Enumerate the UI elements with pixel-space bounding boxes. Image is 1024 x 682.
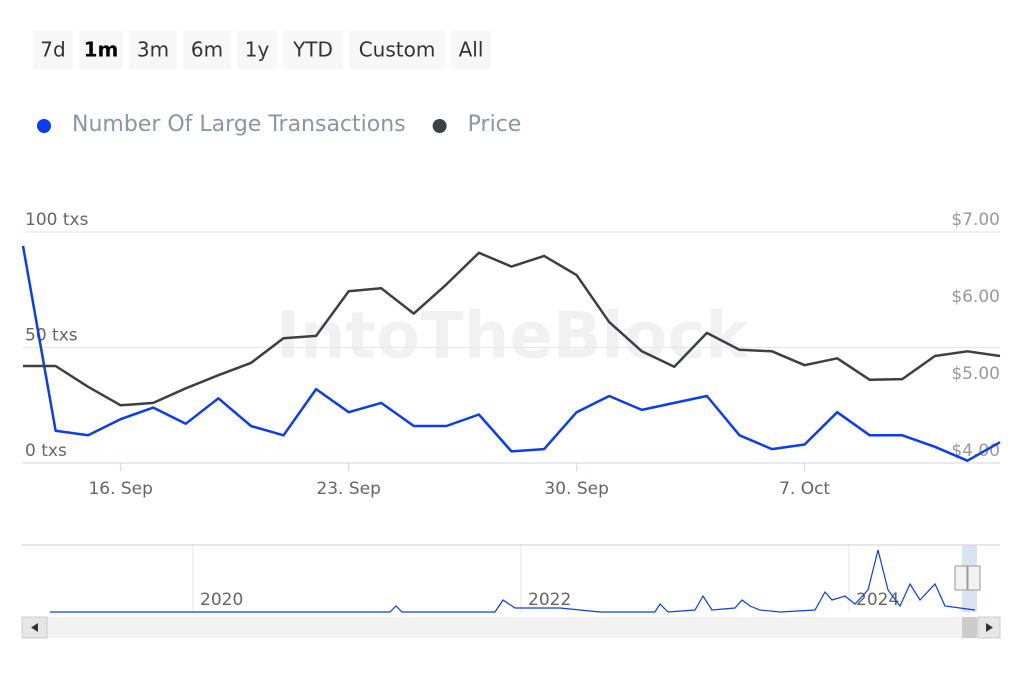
watermark: IntoTheBlock xyxy=(276,300,749,374)
scrollbar-track[interactable] xyxy=(22,617,1000,638)
navigator-label: 2024 xyxy=(856,590,899,610)
range-button[interactable] xyxy=(79,31,123,69)
series-line xyxy=(23,251,1001,407)
y-tick-label: 100 txs xyxy=(25,210,89,230)
arrow-icon xyxy=(31,623,38,632)
x-tick-label: 16. Sep xyxy=(88,479,152,499)
legend-label[interactable]: Price xyxy=(468,112,522,137)
range-button-label: Custom xyxy=(359,38,436,62)
navigator-label: 2022 xyxy=(528,590,571,610)
range-button[interactable] xyxy=(183,31,231,69)
scrollbar-thumb[interactable] xyxy=(962,617,977,638)
range-button[interactable] xyxy=(283,31,343,69)
y2-tick-label: $4.00 xyxy=(951,441,1000,461)
y2-tick-label: $7.00 xyxy=(951,210,1000,230)
range-button-label: All xyxy=(459,38,484,62)
range-button[interactable] xyxy=(129,31,177,69)
navigator: 2020 2022 2024 xyxy=(21,544,1001,639)
range-button[interactable] xyxy=(237,31,277,69)
x-tick-label: 7. Oct xyxy=(779,479,830,499)
y-tick-label: 50 txs xyxy=(25,326,78,346)
range-button-label: 7d xyxy=(40,38,65,62)
navigator-label: 2020 xyxy=(200,590,243,610)
range-button-label: 1m xyxy=(84,38,119,62)
y2-tick-label: $6.00 xyxy=(951,287,1000,307)
range-button[interactable] xyxy=(33,31,73,69)
range-button-label: YTD xyxy=(292,38,333,62)
y-tick-label: 0 txs xyxy=(25,441,67,461)
arrow-icon xyxy=(986,623,993,632)
range-button[interactable] xyxy=(451,31,491,69)
x-tick-label: 30. Sep xyxy=(544,479,608,499)
legend-marker[interactable] xyxy=(432,119,447,133)
series-line xyxy=(21,245,1001,462)
navigator-handle[interactable] xyxy=(954,565,968,591)
navigator-handle[interactable] xyxy=(967,565,981,591)
legend-marker[interactable] xyxy=(37,119,51,133)
y2-tick-label: $5.00 xyxy=(951,364,1000,384)
range-button-label: 3m xyxy=(137,38,169,62)
range-button-label: 6m xyxy=(191,38,223,62)
range-button[interactable] xyxy=(349,31,445,69)
legend-label[interactable]: Number Of Large Transactions xyxy=(72,112,406,137)
x-tick-label: 23. Sep xyxy=(316,479,380,499)
range-button-label: 1y xyxy=(245,38,270,62)
navigator-line xyxy=(50,549,976,613)
